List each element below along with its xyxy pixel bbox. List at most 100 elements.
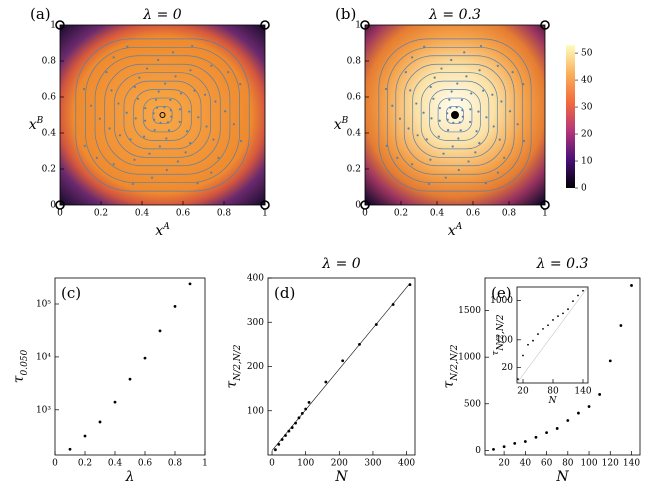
stream-arrow: [227, 71, 230, 74]
stream-arrow: [153, 118, 156, 121]
y-axis-label-main: τ: [11, 375, 27, 383]
heatmap: [60, 25, 265, 205]
x-tick-label: 140: [623, 459, 640, 469]
x-tick-label: 0: [52, 459, 58, 469]
stream-arrow: [492, 125, 495, 128]
streamline: [446, 106, 464, 124]
x-tick-label: 0.6: [176, 209, 191, 219]
stream-arrow: [105, 71, 108, 74]
y-axis-label-sup: B: [341, 116, 349, 126]
point: [274, 448, 277, 452]
stream-arrow: [239, 139, 243, 143]
stream-arrow: [167, 129, 171, 132]
x-tick-label: 0.2: [94, 209, 108, 219]
point: [290, 426, 294, 429]
stream-arrow: [133, 85, 136, 88]
stream-arrow: [484, 182, 487, 185]
stream-arrow: [112, 56, 115, 59]
stream-arrow: [438, 106, 441, 110]
stream-arrow: [90, 104, 93, 107]
point: [513, 441, 517, 445]
stream-arrow: [98, 117, 101, 120]
stream-arrow: [522, 83, 525, 86]
colorbar-tick-label: 50: [581, 49, 593, 59]
panel-title: λ = 0.3: [428, 7, 481, 23]
stream-arrow: [429, 158, 432, 161]
x-tick-label: 60: [541, 459, 553, 469]
stream-arrow: [430, 117, 433, 120]
y-tick-label: 0.4: [347, 129, 362, 139]
stream-arrow: [460, 98, 464, 101]
stream-arrow: [148, 152, 151, 155]
stream-arrow: [452, 121, 455, 124]
x-tick-label: 80: [547, 387, 559, 397]
panel-label: (a): [30, 5, 51, 23]
stream-arrow: [437, 135, 440, 138]
point: [297, 416, 301, 420]
stream-arrow: [503, 156, 506, 159]
stream-arrow: [391, 104, 394, 107]
point: [374, 323, 378, 326]
stream-arrow: [189, 142, 192, 145]
stream-arrow: [174, 75, 177, 78]
stream-arrow: [442, 152, 445, 155]
colorbar-tick-label: 30: [581, 103, 593, 113]
stream-arrow: [496, 64, 499, 67]
y-tick-label: 0.8: [347, 57, 362, 67]
stream-arrow: [448, 98, 451, 101]
x-axis-label: xA: [448, 222, 463, 240]
point: [577, 411, 580, 415]
inset-point: [532, 339, 534, 342]
stream-arrow: [203, 93, 207, 96]
stream-arrow: [474, 151, 477, 154]
x-tick-label: 140: [574, 387, 591, 397]
stream-arrow: [496, 171, 499, 174]
point: [287, 429, 291, 433]
stream-arrow: [498, 138, 501, 141]
stream-arrow: [212, 138, 215, 141]
panel-label: (e): [491, 284, 512, 302]
inset-point: [582, 289, 584, 292]
stream-arrow: [205, 125, 208, 128]
stream-arrow: [154, 98, 158, 101]
inset-point: [567, 308, 569, 311]
stream-arrow: [152, 112, 155, 115]
y-axis-label-main: x: [29, 117, 37, 133]
panel-label: (b): [335, 5, 356, 23]
stream-arrow: [214, 100, 217, 103]
colorbar: [566, 45, 575, 188]
stream-arrow: [469, 108, 472, 111]
stream-arrow: [450, 90, 453, 93]
stream-arrow: [146, 67, 149, 70]
stream-arrow: [457, 137, 460, 140]
stream-arrow: [465, 75, 468, 78]
stream-arrow: [178, 120, 181, 124]
stream-arrow: [163, 106, 166, 109]
stream-arrow: [511, 71, 514, 74]
y-tick-label: 10⁵: [36, 299, 51, 309]
streamline: [403, 63, 507, 167]
point: [545, 431, 548, 435]
x-tick-label: 0.8: [168, 459, 183, 469]
point: [358, 342, 361, 346]
y-tick-label: 300: [247, 318, 264, 328]
stream-arrow: [83, 144, 86, 147]
point: [300, 412, 304, 415]
stream-arrow: [475, 130, 478, 133]
stream-arrow: [477, 110, 480, 113]
stream-arrow: [110, 89, 113, 92]
x-tick-label: 200: [331, 459, 348, 469]
inset-point: [562, 312, 564, 315]
x-tick-label: 300: [364, 459, 381, 469]
stream-arrow: [82, 87, 86, 91]
x-tick-label: 0.6: [466, 209, 481, 219]
x-tick-label: 0.8: [217, 209, 232, 219]
stream-arrow: [416, 134, 419, 137]
stream-arrow: [95, 156, 98, 159]
inset-point: [522, 354, 524, 357]
x-axis-label: xA: [155, 222, 170, 240]
point: [523, 440, 527, 443]
x-tick-label: 0.2: [394, 209, 408, 219]
x-tick-label: 1: [262, 209, 268, 219]
stream-arrow: [423, 45, 426, 48]
